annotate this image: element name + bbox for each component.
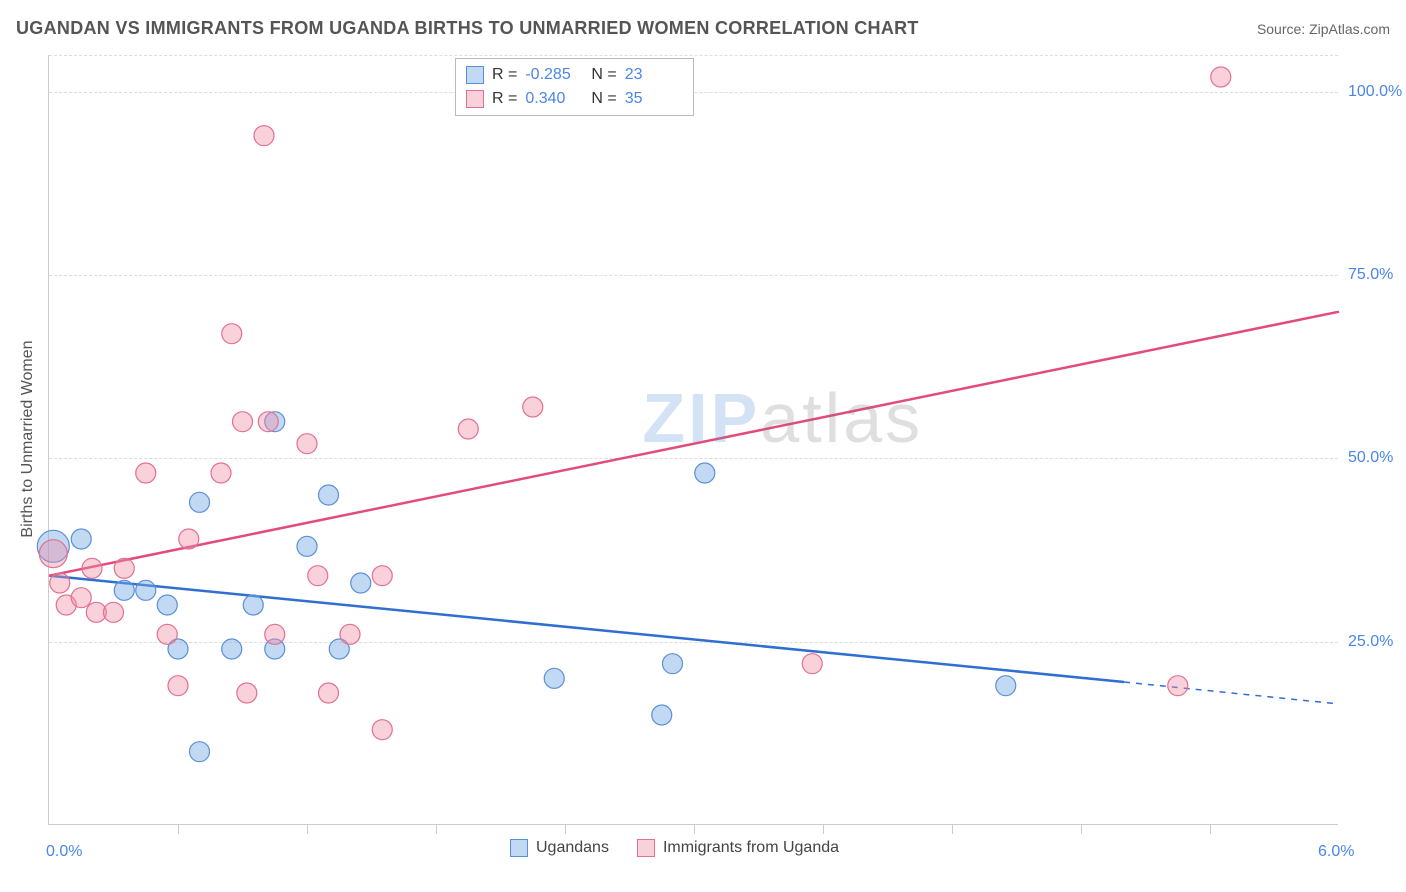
y-tick-label: 50.0% <box>1348 449 1406 467</box>
data-point <box>71 588 91 608</box>
x-tick <box>565 824 566 834</box>
data-point <box>157 595 177 615</box>
data-point <box>265 624 285 644</box>
data-point <box>652 705 672 725</box>
legend-r-value: -0.285 <box>525 66 583 84</box>
data-point <box>237 683 257 703</box>
series-legend: Ugandans Immigrants from Uganda <box>510 839 839 857</box>
regression-line-extrapolated <box>1124 682 1339 704</box>
data-point <box>233 412 253 432</box>
plot-area: ZIPatlas 25.0%50.0%75.0%100.0% <box>48 55 1338 825</box>
x-tick <box>1081 824 1082 834</box>
regression-line <box>49 312 1339 576</box>
legend-n-value: 23 <box>625 66 683 84</box>
y-tick-label: 75.0% <box>1348 266 1406 284</box>
data-point <box>802 654 822 674</box>
data-point <box>1168 676 1188 696</box>
series-legend-item: Ugandans <box>510 839 609 857</box>
data-point <box>50 573 70 593</box>
data-point <box>190 742 210 762</box>
data-point <box>104 602 124 622</box>
legend-n-value: 35 <box>625 90 683 108</box>
data-point <box>258 412 278 432</box>
data-point <box>458 419 478 439</box>
chart-title: UGANDAN VS IMMIGRANTS FROM UGANDA BIRTHS… <box>16 18 919 39</box>
data-point <box>372 720 392 740</box>
legend-swatch <box>510 839 528 857</box>
legend-n-label: N = <box>591 66 616 84</box>
legend-r-label: R = <box>492 90 517 108</box>
correlation-legend-row: R = 0.340 N = 35 <box>466 87 683 111</box>
x-axis-max-label: 6.0% <box>1318 843 1354 861</box>
data-point <box>319 485 339 505</box>
series-legend-label: Immigrants from Uganda <box>663 839 839 857</box>
data-point <box>523 397 543 417</box>
data-point <box>544 668 564 688</box>
legend-swatch <box>466 90 484 108</box>
data-point <box>114 558 134 578</box>
data-point <box>136 463 156 483</box>
y-tick-label: 25.0% <box>1348 633 1406 651</box>
x-tick <box>178 824 179 834</box>
x-tick <box>694 824 695 834</box>
data-point <box>190 492 210 512</box>
chart-source: Source: ZipAtlas.com <box>1257 21 1390 37</box>
data-point <box>996 676 1016 696</box>
x-axis-min-label: 0.0% <box>46 843 82 861</box>
legend-swatch <box>637 839 655 857</box>
data-point <box>222 639 242 659</box>
data-point <box>157 624 177 644</box>
chart-svg <box>49 55 1339 825</box>
data-point <box>340 624 360 644</box>
legend-swatch <box>466 66 484 84</box>
data-point <box>243 595 263 615</box>
legend-r-value: 0.340 <box>525 90 583 108</box>
data-point <box>136 580 156 600</box>
data-point <box>308 566 328 586</box>
data-point <box>663 654 683 674</box>
legend-r-label: R = <box>492 66 517 84</box>
y-tick-label: 100.0% <box>1348 83 1406 101</box>
data-point <box>168 676 188 696</box>
data-point <box>372 566 392 586</box>
data-point <box>297 536 317 556</box>
y-axis-title: Births to Unmarried Women <box>19 209 37 669</box>
data-point <box>71 529 91 549</box>
x-tick <box>307 824 308 834</box>
data-point <box>297 434 317 454</box>
x-tick <box>436 824 437 834</box>
x-tick <box>952 824 953 834</box>
legend-n-label: N = <box>591 90 616 108</box>
chart-header: UGANDAN VS IMMIGRANTS FROM UGANDA BIRTHS… <box>16 18 1390 39</box>
data-point <box>319 683 339 703</box>
correlation-legend: R = -0.285 N = 23 R = 0.340 N = 35 <box>455 58 694 116</box>
data-point <box>222 324 242 344</box>
correlation-legend-row: R = -0.285 N = 23 <box>466 63 683 87</box>
x-tick <box>823 824 824 834</box>
regression-line <box>49 576 1124 682</box>
data-point <box>82 558 102 578</box>
data-point <box>695 463 715 483</box>
series-legend-item: Immigrants from Uganda <box>637 839 839 857</box>
data-point <box>39 540 67 568</box>
data-point <box>351 573 371 593</box>
series-legend-label: Ugandans <box>536 839 609 857</box>
data-point <box>254 126 274 146</box>
data-point <box>114 580 134 600</box>
x-tick <box>1210 824 1211 834</box>
data-point <box>211 463 231 483</box>
data-point <box>179 529 199 549</box>
data-point <box>1211 67 1231 87</box>
